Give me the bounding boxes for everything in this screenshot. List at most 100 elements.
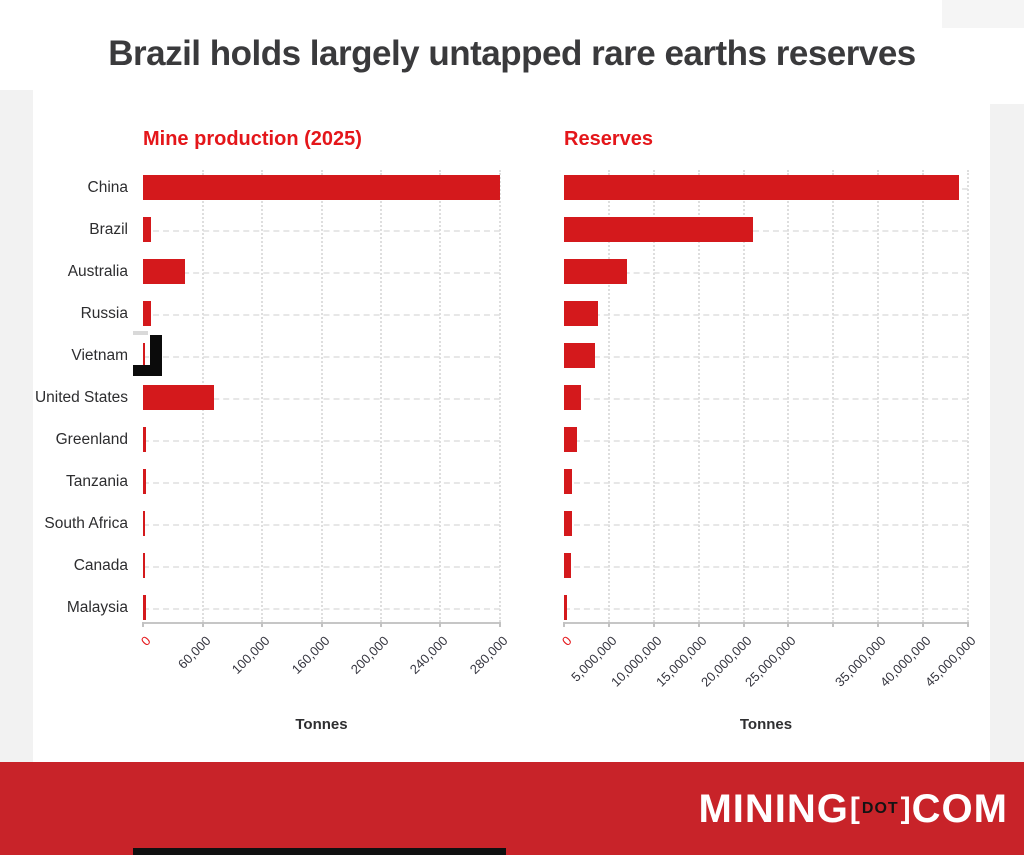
category-label-brazil: Brazil <box>89 221 128 238</box>
axis-tick-mark <box>201 622 204 627</box>
page-edge-shading <box>0 90 33 762</box>
gridline <box>439 170 442 622</box>
x-axis-label: Tonnes <box>295 716 348 733</box>
category-label-south-africa: South Africa <box>44 515 128 532</box>
axis-tick-mark <box>787 622 790 627</box>
chart-reserves: Reserves Tonnes 0 5,000,000 10,000,000 15,0… <box>559 128 979 768</box>
row-guide-line <box>564 523 968 526</box>
category-label-russia: Russia <box>80 305 128 322</box>
axis-tick-mark <box>967 622 969 627</box>
gridline <box>832 170 835 622</box>
category-label-canada: Canada <box>73 557 128 574</box>
bar-russia <box>564 301 599 326</box>
page-edge-shading <box>990 104 1024 762</box>
category-label-tanzania: Tanzania <box>65 473 128 490</box>
tick-label: 35,000,000 <box>832 633 889 690</box>
category-label-vietnam: Vietnam <box>71 347 128 364</box>
row-guide-line <box>564 565 968 568</box>
bar-south-africa <box>143 511 146 536</box>
tick-label: 5,000,000 <box>567 633 620 685</box>
category-label-malaysia: Malaysia <box>66 599 128 616</box>
bar-vietnam <box>564 343 596 368</box>
chart-title: Reserves <box>564 128 653 150</box>
bar-brazil <box>143 217 151 242</box>
axis-tick-mark <box>832 622 835 627</box>
bar-brazil <box>564 217 753 242</box>
row-guide-line <box>564 229 968 232</box>
page-edge-shading <box>942 0 1024 28</box>
logo-dot-text: DOT <box>861 799 899 817</box>
chart-mine-production: Mine production (2025) Tonnes 0 60,000 100… <box>138 128 511 768</box>
plot-area <box>564 170 969 624</box>
row-guide-line <box>564 271 968 274</box>
axis-tick-mark <box>260 622 263 627</box>
logo-close-bracket: ] <box>900 791 911 825</box>
axis-tick-mark <box>697 622 700 627</box>
axis-tick-mark <box>607 622 610 627</box>
bar-malaysia <box>143 595 146 620</box>
glitch-mark <box>133 365 162 376</box>
axis-tick-mark <box>652 622 655 627</box>
tick-label: 15,000,000 <box>652 633 710 690</box>
axis-tick-mark <box>320 622 323 627</box>
gridline <box>787 170 790 622</box>
gridline <box>320 170 323 622</box>
gridline <box>967 170 969 622</box>
gridline <box>742 170 745 622</box>
bar-united-states <box>564 385 582 410</box>
row-guide-line <box>564 607 968 610</box>
category-label-greenland: Greenland <box>55 431 128 448</box>
gridline <box>697 170 700 622</box>
gridline <box>499 170 501 622</box>
bar-greenland <box>143 427 147 452</box>
bar-vietnam <box>143 343 145 368</box>
category-label-china: China <box>87 179 129 196</box>
logo-open-bracket: [ <box>849 791 860 825</box>
bar-malaysia <box>564 595 567 620</box>
gridline <box>260 170 263 622</box>
row-guide-line <box>564 481 968 484</box>
category-labels-column: China Brazil Australia Russia Vietnam United … <box>0 170 128 622</box>
axis-tick-mark <box>499 622 501 627</box>
logo-com-text: COM <box>911 786 1008 831</box>
bar-china <box>143 175 500 200</box>
chart-title: Mine production (2025) <box>143 128 362 150</box>
tick-label: 40,000,000 <box>877 633 934 690</box>
axis-tick-mark <box>922 622 925 627</box>
row-guide-line <box>564 397 968 400</box>
glitch-mark <box>133 331 148 335</box>
plot-area <box>143 170 501 624</box>
category-label-australia: Australia <box>67 263 128 280</box>
axis-tick-mark <box>439 622 442 627</box>
bar-south-africa <box>564 511 572 536</box>
tick-label: 10,000,000 <box>607 633 665 690</box>
bar-greenland <box>564 427 578 452</box>
mining-dot-com-logo: MINING [ DOT ] COM <box>698 789 1008 829</box>
tick-label: 20,000,000 <box>697 633 755 690</box>
axis-tick-mark <box>380 622 382 627</box>
bar-canada <box>564 553 572 578</box>
bar-tanzania <box>143 469 146 494</box>
bar-china <box>564 175 960 200</box>
bar-tanzania <box>564 469 572 494</box>
bar-russia <box>143 301 151 326</box>
row-guide-line <box>564 313 968 316</box>
bar-canada <box>143 553 146 578</box>
row-guide-line <box>564 355 968 358</box>
gridline <box>607 170 610 622</box>
gridline <box>922 170 925 622</box>
axis-tick-mark <box>563 622 565 627</box>
logo-mining-text: MINING <box>698 786 849 831</box>
x-axis-label: Tonnes <box>739 716 793 733</box>
axis-tick-mark <box>877 622 880 627</box>
gridline <box>652 170 655 622</box>
bar-australia <box>564 259 627 284</box>
bottom-black-strip <box>133 848 506 855</box>
bar-australia <box>143 259 186 284</box>
gridline <box>877 170 880 622</box>
tick-label: 25,000,000 <box>742 633 800 690</box>
axis-tick-mark <box>142 622 144 627</box>
page-title: Brazil holds largely untapped rare earth… <box>108 34 916 73</box>
bar-united-states <box>143 385 215 410</box>
row-guide-line <box>564 439 968 442</box>
